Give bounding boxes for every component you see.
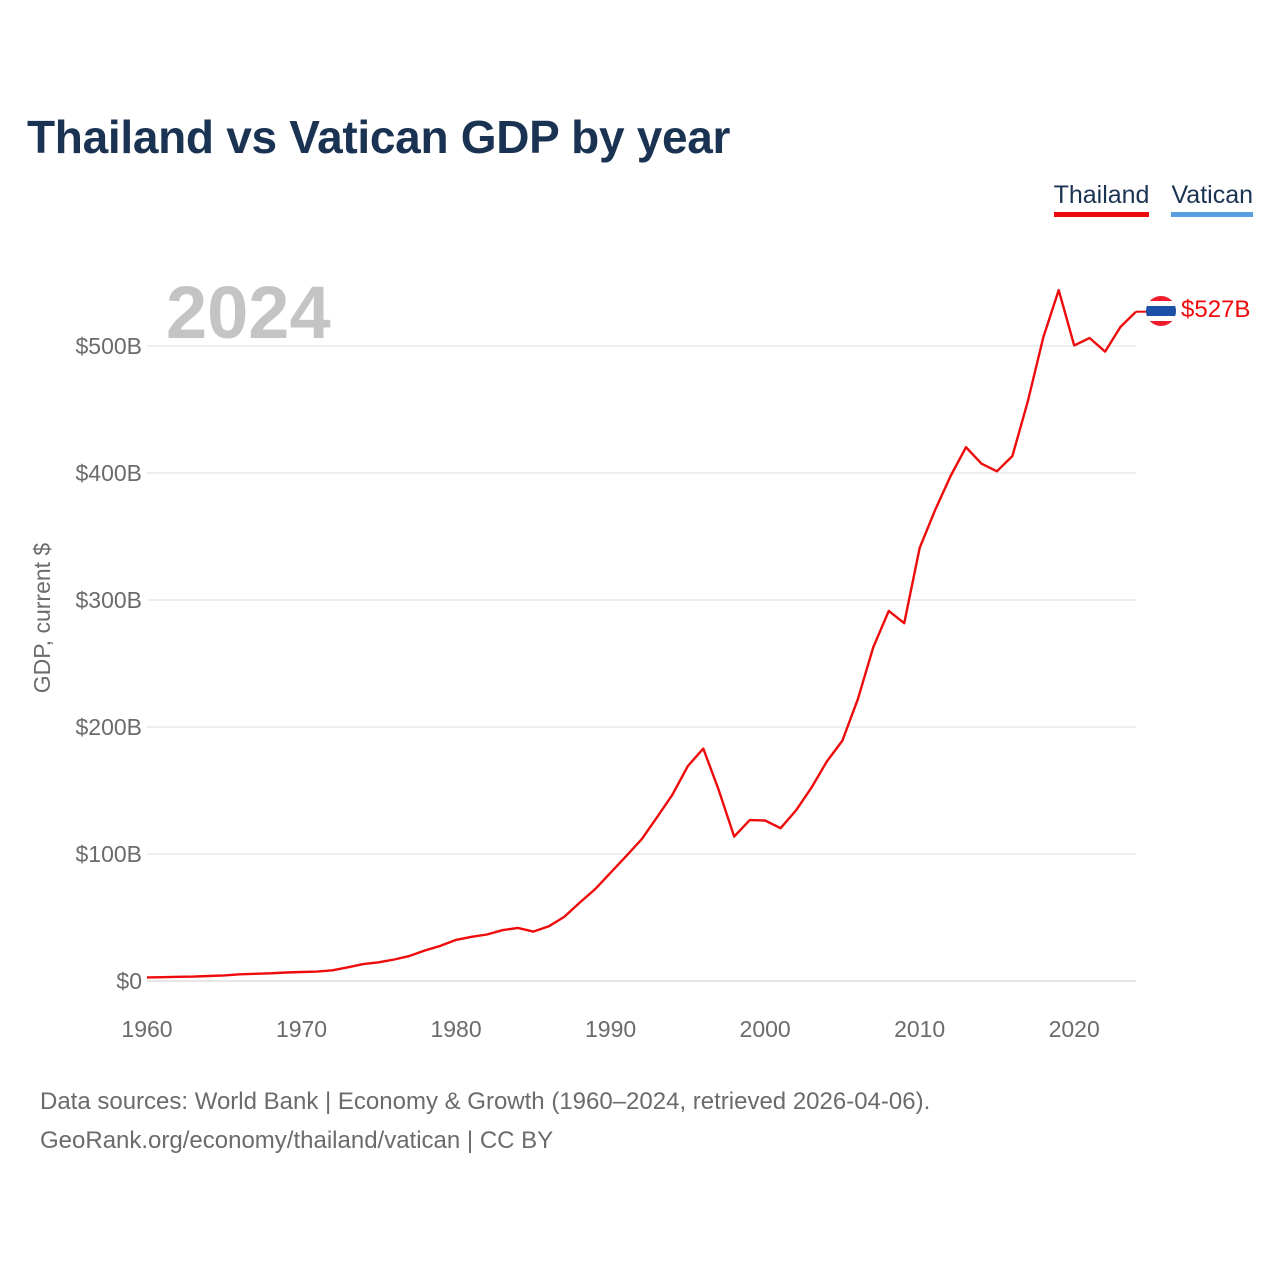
y-tick-label: $0 [116,968,142,994]
x-axis-tick-labels: 1960 1970 1980 1990 2000 2010 2020 [121,1016,1099,1042]
chart-title: Thailand vs Vatican GDP by year [27,111,731,163]
x-tick-label: 1970 [276,1016,327,1042]
x-tick-label: 1960 [121,1016,172,1042]
thailand-series-line [146,288,1137,979]
legend: Thailand Vatican [1053,180,1253,217]
gridlines [147,345,1136,982]
x-tick-label: 2010 [894,1016,945,1042]
y-tick-label: $400B [75,460,142,486]
x-tick-label: 1990 [585,1016,636,1042]
x-tick-label: 1980 [430,1016,481,1042]
y-axis-label: GDP, current $ [29,543,55,694]
gdp-line-chart: $0 $100B $200B $300B $400B $500B 1960 1970 1980… [29,271,1250,1042]
year-label: 2024 [166,271,331,354]
source-note: Data sources: World Bank | Economy & Gro… [40,1082,930,1160]
source-line-1: Data sources: World Bank | Economy & Gro… [40,1088,931,1115]
legend-item-thailand[interactable]: Thailand [1053,180,1150,217]
y-tick-label: $100B [75,841,142,867]
y-tick-label: $500B [75,333,142,359]
end-value-label: $527B [1181,296,1250,323]
y-tick-label: $200B [75,714,142,740]
legend-item-vatican[interactable]: Vatican [1171,180,1253,217]
y-axis-tick-labels: $0 $100B $200B $300B $400B $500B [75,333,142,994]
thailand-flag-icon [1146,296,1176,326]
x-tick-label: 2020 [1049,1016,1100,1042]
source-line-2[interactable]: GeoRank.org/economy/thailand/vatican | C… [40,1127,554,1154]
y-tick-label: $300B [75,587,142,613]
x-tick-label: 2000 [740,1016,791,1042]
